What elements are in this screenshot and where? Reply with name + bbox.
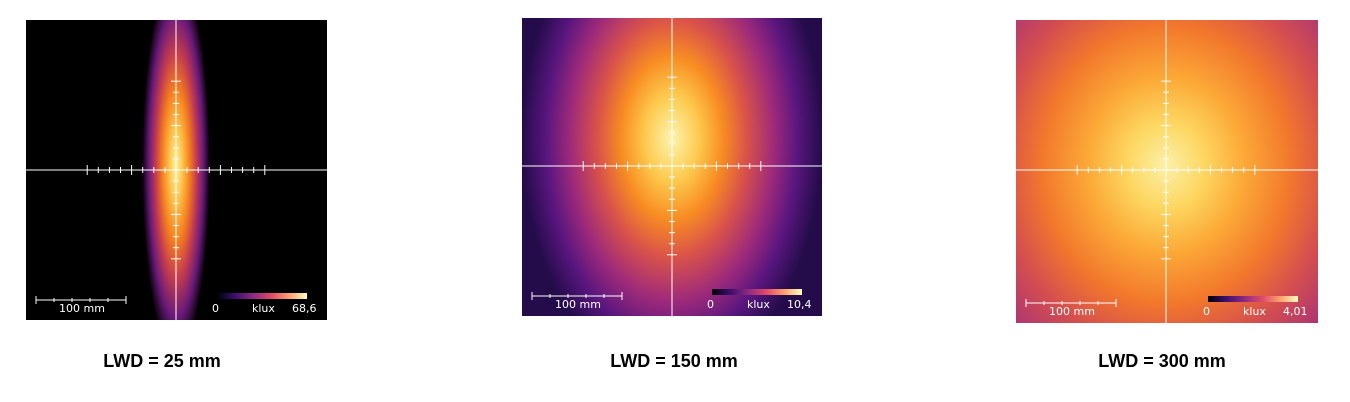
crosshair-axes	[1016, 20, 1318, 323]
crosshair-axes	[26, 20, 327, 320]
light-spot	[1016, 20, 1318, 323]
caption-lwd-300: LWD = 300 mm	[1098, 351, 1226, 371]
colorbar-unit: klux	[252, 302, 275, 315]
colorbar	[217, 293, 307, 299]
crosshair-axes	[522, 18, 822, 316]
caption-lwd-150: LWD = 150 mm	[610, 351, 738, 371]
colorbar-max: 68,6	[292, 302, 317, 315]
colorbar	[1208, 296, 1298, 302]
colorbar-min: 0	[212, 302, 219, 315]
colorbar-min: 0	[707, 298, 714, 311]
caption-lwd-25: LWD = 25 mm	[103, 351, 221, 371]
illuminance-map-lwd-150: 100 mm 0 klux 10,4	[522, 18, 822, 316]
illuminance-map-lwd-300: 100 mm 0 klux 4,01	[1016, 20, 1318, 323]
colorbar-max: 4,01	[1283, 305, 1308, 318]
colorbar-unit: klux	[1243, 305, 1266, 318]
scale-bar-label: 100 mm	[1049, 305, 1095, 318]
colorbar-max: 10,4	[787, 298, 812, 311]
colorbar-min: 0	[1203, 305, 1210, 318]
scale-bar-label: 100 mm	[555, 298, 601, 311]
colorbar	[712, 289, 802, 295]
scale-bar-label: 100 mm	[59, 302, 105, 315]
illuminance-map-lwd-25: 100 mm 0 klux 68,6	[26, 20, 327, 320]
colorbar-unit: klux	[747, 298, 770, 311]
